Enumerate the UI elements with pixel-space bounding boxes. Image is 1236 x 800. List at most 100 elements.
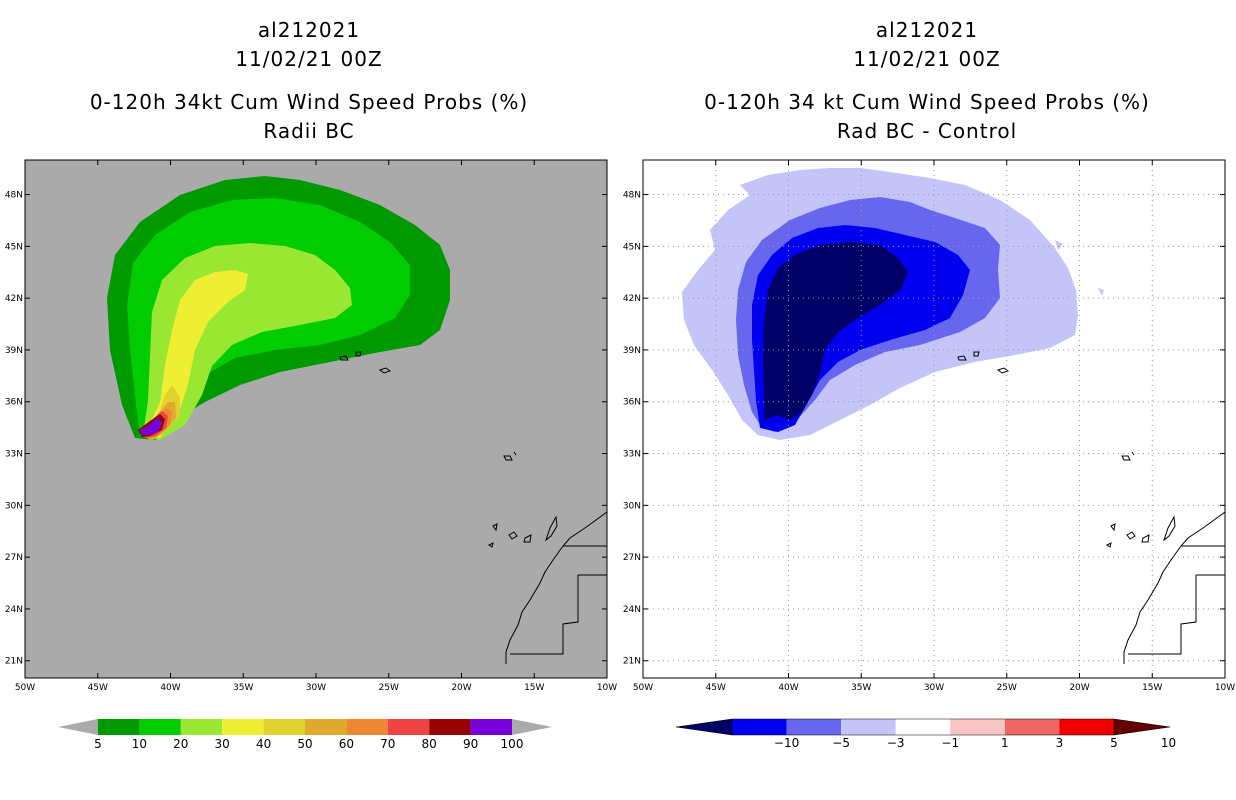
y-tick-label: 45N bbox=[5, 242, 23, 252]
colorbar-extend-low bbox=[58, 719, 98, 735]
left-colorbar: 5 10 20 30 40 50 60 70 80 90 100 bbox=[58, 719, 552, 751]
colorbar-label: −5 bbox=[832, 736, 850, 750]
colorbar-swatch bbox=[263, 719, 305, 735]
left-map-panel: 50W 45W 40W 35W 30W 25W 20W 15W 10W 21N 24N 27N 30N 3… bbox=[5, 159, 617, 693]
colorbar-swatch bbox=[305, 719, 347, 735]
colorbar-label: 50 bbox=[297, 737, 312, 751]
y-tick-label: 36N bbox=[5, 398, 23, 408]
x-tick-label: 10W bbox=[1215, 683, 1235, 693]
y-tick-label: 39N bbox=[5, 346, 23, 356]
y-tick-label: 45N bbox=[623, 242, 641, 252]
x-tick-label: 30W bbox=[924, 683, 944, 693]
colorbar-label: 10 bbox=[132, 737, 147, 751]
right-panel-title: al212021 11/02/21 00Z 0-120h 34 kt Cum W… bbox=[618, 16, 1236, 146]
x-tick-label: 45W bbox=[706, 683, 726, 693]
contour-90 bbox=[140, 417, 162, 435]
y-tick-label: 21N bbox=[623, 657, 641, 667]
x-tick-label: 40W bbox=[778, 683, 798, 693]
x-tick-label: 50W bbox=[15, 683, 35, 693]
colorbar-swatch bbox=[732, 719, 787, 735]
right-grid bbox=[643, 160, 1225, 678]
y-tick-label: 48N bbox=[5, 191, 23, 201]
contour-minus10 bbox=[763, 242, 908, 420]
y-tick-label: 30N bbox=[623, 501, 641, 511]
colorbar-label: −10 bbox=[774, 736, 799, 750]
x-tick-label: 25W bbox=[379, 683, 399, 693]
x-tick-label: 20W bbox=[451, 683, 471, 693]
y-tick-label: 24N bbox=[623, 605, 641, 615]
x-tick-label: 50W bbox=[633, 683, 653, 693]
x-tick-label: 45W bbox=[88, 683, 108, 693]
right-map-panel: 50W 45W 40W 35W 30W 25W 20W 15W 10W 21N 24N 27N 30N 3… bbox=[623, 159, 1235, 693]
y-tick-label: 48N bbox=[623, 191, 641, 201]
valid-time: 11/02/21 00Z bbox=[853, 47, 1001, 71]
colorbar-frame bbox=[731, 718, 1115, 736]
x-tick-label: 15W bbox=[1142, 683, 1162, 693]
y-tick-label: 21N bbox=[5, 657, 23, 667]
colorbar-label: 3 bbox=[1056, 736, 1064, 750]
y-tick-label: 27N bbox=[5, 553, 23, 563]
y-tick-label: 42N bbox=[623, 294, 641, 304]
colorbar-swatch bbox=[429, 719, 471, 735]
y-tick-label: 33N bbox=[623, 450, 641, 460]
colorbar-swatch bbox=[1004, 719, 1060, 735]
x-tick-label: 10W bbox=[597, 683, 617, 693]
colorbar-label: 20 bbox=[173, 737, 188, 751]
colorbar-extend-high bbox=[512, 719, 552, 735]
y-tick-label: 42N bbox=[5, 294, 23, 304]
product-subtitle: Radii BC bbox=[263, 119, 355, 143]
probability-contours bbox=[107, 176, 607, 665]
colorbar-label: 100 bbox=[501, 737, 524, 751]
right-axes: 50W 45W 40W 35W 30W 25W 20W 15W 10W 21N 24N 27N 30N 3… bbox=[623, 160, 1235, 693]
colorbar-swatch bbox=[387, 719, 430, 735]
colorbar-label: −1 bbox=[941, 736, 959, 750]
y-tick-label: 30N bbox=[5, 501, 23, 511]
valid-time: 11/02/21 00Z bbox=[235, 47, 383, 71]
product-title: 0-120h 34kt Cum Wind Speed Probs (%) bbox=[89, 90, 529, 114]
x-tick-label: 15W bbox=[524, 683, 544, 693]
colorbar-swatch bbox=[841, 719, 896, 735]
x-tick-label: 30W bbox=[306, 683, 326, 693]
storm-id: al212021 bbox=[875, 18, 979, 42]
colorbar-label: 90 bbox=[463, 737, 478, 751]
colorbar-label: 5 bbox=[94, 737, 102, 751]
colorbar-swatch bbox=[895, 719, 951, 735]
x-tick-label: 20W bbox=[1069, 683, 1089, 693]
colorbar-swatch bbox=[470, 719, 512, 735]
x-tick-label: 40W bbox=[160, 683, 180, 693]
right-colorbar: −10 −5 −3 −1 1 3 5 10 bbox=[675, 718, 1176, 750]
colorbar-label: 70 bbox=[380, 737, 395, 751]
colorbar-label: 80 bbox=[422, 737, 437, 751]
colorbar-swatch bbox=[950, 719, 1005, 735]
x-tick-label: 35W bbox=[233, 683, 253, 693]
x-tick-label: 25W bbox=[997, 683, 1017, 693]
colorbar-label: 60 bbox=[339, 737, 354, 751]
colorbar-swatch bbox=[98, 719, 140, 735]
colorbar-label: 30 bbox=[215, 737, 230, 751]
colorbar-label: 5 bbox=[1110, 736, 1118, 750]
colorbar-label: −3 bbox=[887, 736, 905, 750]
y-tick-label: 27N bbox=[623, 553, 641, 563]
x-tick-label: 35W bbox=[851, 683, 871, 693]
left-panel-title: al212021 11/02/21 00Z 0-120h 34kt Cum Wi… bbox=[0, 16, 618, 146]
colorbar-extend-low bbox=[675, 718, 733, 736]
product-subtitle: Rad BC - Control bbox=[836, 119, 1018, 143]
colorbar-extend-high bbox=[1113, 718, 1171, 736]
colorbar-label: 10 bbox=[1161, 736, 1176, 750]
y-tick-label: 39N bbox=[623, 346, 641, 356]
colorbar-swatch bbox=[346, 719, 388, 735]
colorbar-swatch bbox=[222, 719, 264, 735]
colorbar-label: 1 bbox=[1001, 736, 1009, 750]
colorbar-swatch bbox=[786, 719, 842, 735]
y-tick-label: 33N bbox=[5, 450, 23, 460]
y-tick-label: 24N bbox=[5, 605, 23, 615]
y-tick-label: 36N bbox=[623, 398, 641, 408]
product-title: 0-120h 34 kt Cum Wind Speed Probs (%) bbox=[704, 90, 1150, 114]
left-axes: 50W 45W 40W 35W 30W 25W 20W 15W 10W 21N 24N 27N 30N 3… bbox=[5, 160, 617, 693]
storm-id: al212021 bbox=[257, 18, 361, 42]
colorbar-swatch bbox=[1059, 719, 1114, 735]
colorbar-swatch bbox=[139, 719, 181, 735]
colorbar-label: 40 bbox=[256, 737, 271, 751]
colorbar-swatch bbox=[180, 719, 223, 735]
